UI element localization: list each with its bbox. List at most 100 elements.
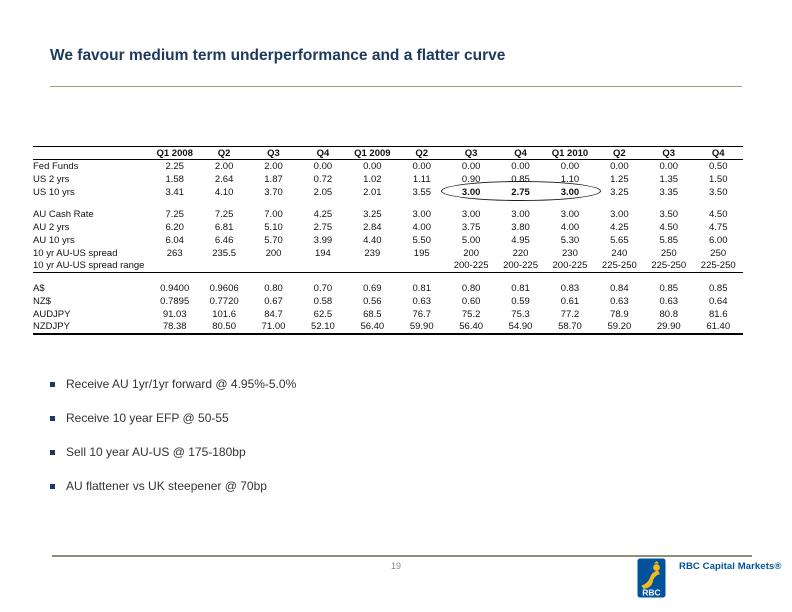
cell: 5.65 (610, 234, 629, 246)
cell: 68.5 (363, 308, 382, 320)
cell: 225-250 (601, 260, 637, 272)
cell: 220 (512, 247, 529, 259)
cell (150, 260, 199, 273)
cell: 2.84 (363, 221, 382, 233)
cell: 0.63 (412, 295, 431, 307)
cell: 4.25 (313, 208, 333, 220)
cell: 0.58 (313, 295, 333, 307)
cell: 0.00 (659, 160, 679, 172)
cell: 1.02 (363, 173, 382, 185)
cell: 225-250 (700, 260, 736, 272)
cell: 4.75 (708, 221, 728, 233)
cell: 81.6 (708, 308, 728, 320)
cell: 2.75 (313, 221, 333, 233)
bullet-text: Receive AU 1yr/1yr forward @ 4.95%-5.0% (66, 377, 297, 391)
cell: 2.05 (313, 186, 333, 198)
cell: 0.85 (708, 282, 728, 294)
cell: 0.50 (708, 160, 728, 172)
bullet-item: AU flattener vs UK steepener @ 70bp (50, 479, 296, 493)
cell: 0.00 (313, 160, 333, 172)
cell: 200 (265, 247, 282, 259)
cell: 0.59 (511, 295, 530, 307)
cell: 7.00 (264, 208, 283, 220)
column-header: Q4 (514, 147, 527, 159)
cell: 200-225 (453, 260, 489, 272)
bullet-square-icon (50, 381, 55, 387)
cell: 4.40 (363, 234, 382, 246)
bullet-square-icon (50, 449, 55, 455)
cell: 0.00 (363, 160, 382, 172)
header-corner-cell (33, 147, 150, 160)
cell: 4.25 (610, 221, 629, 233)
cell: 3.70 (264, 186, 283, 198)
row-label: NZDJPY (33, 321, 70, 332)
cell: 52.10 (311, 321, 335, 332)
cell: 0.80 (461, 282, 481, 294)
cell: 5.00 (461, 234, 481, 246)
column-header: Q3 (464, 147, 478, 159)
cell (199, 260, 248, 273)
cell: 3.00 (461, 208, 481, 220)
cell: 5.50 (412, 234, 431, 246)
row-label: AU 2 yrs (33, 221, 70, 233)
column-header: Q1 2008 (156, 147, 193, 159)
cell: 2.01 (363, 186, 382, 198)
cell: 0.69 (363, 282, 382, 294)
bullet-text: Receive 10 year EFP @ 50-55 (66, 411, 229, 425)
row-label: AU 10 yrs (33, 234, 75, 246)
cell: 3.35 (659, 186, 679, 198)
rbc-shield-logo-icon: RBC (637, 558, 666, 598)
column-header: Q1 2010 (551, 147, 589, 159)
column-header: Q3 (267, 147, 280, 159)
cell: 76.7 (412, 308, 431, 320)
cell: 3.00 (610, 208, 629, 220)
cell: 3.00 (560, 208, 580, 220)
cell: 61.40 (706, 321, 731, 332)
cell: 1.87 (264, 173, 283, 185)
cell: 59.90 (409, 321, 434, 332)
cell: 0.64 (708, 295, 728, 307)
cell: 1.35 (659, 173, 679, 185)
cell: 4.10 (214, 186, 234, 198)
cell: 4.50 (708, 208, 728, 220)
cell: 62.5 (313, 308, 333, 320)
cell: 3.50 (708, 186, 728, 198)
cell: 1.10 (560, 173, 580, 185)
cell: 71.00 (261, 321, 286, 332)
cell: 0.80 (264, 282, 283, 294)
footer-divider (52, 555, 752, 557)
cell: 0.84 (610, 282, 629, 294)
cell: 6.46 (214, 234, 234, 246)
column-header: Q4 (316, 147, 330, 159)
cell: 77.2 (560, 308, 580, 320)
cell: 250 (710, 247, 727, 259)
cell: 250 (660, 247, 677, 259)
cell: 3.55 (412, 186, 431, 198)
cell: 2.25 (165, 160, 184, 172)
cell: 58.70 (558, 321, 582, 332)
row-label: NZ$ (33, 295, 51, 307)
cell: 2.00 (264, 160, 283, 172)
cell: 101.6 (212, 308, 236, 320)
brand-name: RBC Capital Markets® (679, 561, 782, 572)
cell: 6.00 (708, 234, 728, 246)
cell: 7.25 (214, 208, 234, 220)
table-header-row: Q1 2008 Q2 Q3 Q4 Q1 2009 Q2 Q3 Q4 Q1 2010 Q2 Q3 Q4 (33, 146, 743, 160)
cell: 200-225 (503, 260, 538, 272)
row-label: 10 yr AU-US spread range (33, 260, 145, 272)
cell: 0.61 (560, 295, 580, 307)
cell: 0.85 (511, 173, 530, 185)
table-row: AU 10 yrs 6.04 6.46 5.70 3.99 4.40 5.50 5.00 4.9… (33, 234, 743, 247)
cell: 80.50 (212, 321, 236, 332)
forecast-table: Q1 2008 Q2 Q3 Q4 Q1 2009 Q2 Q3 Q4 Q1 2010 Q2 Q3 Q4 F… (33, 146, 743, 335)
cell: 3.00 (461, 186, 481, 198)
row-label: AU Cash Rate (33, 208, 94, 220)
cell: 230 (562, 247, 578, 259)
cell: 29.90 (656, 321, 681, 332)
cell: 80.8 (659, 308, 679, 320)
cell: 1.11 (412, 173, 431, 185)
cell: 1.50 (708, 173, 728, 185)
page-title: We favour medium term underperformance a… (50, 47, 506, 64)
cell: 3.00 (560, 186, 580, 198)
cell: 78.9 (610, 308, 629, 320)
